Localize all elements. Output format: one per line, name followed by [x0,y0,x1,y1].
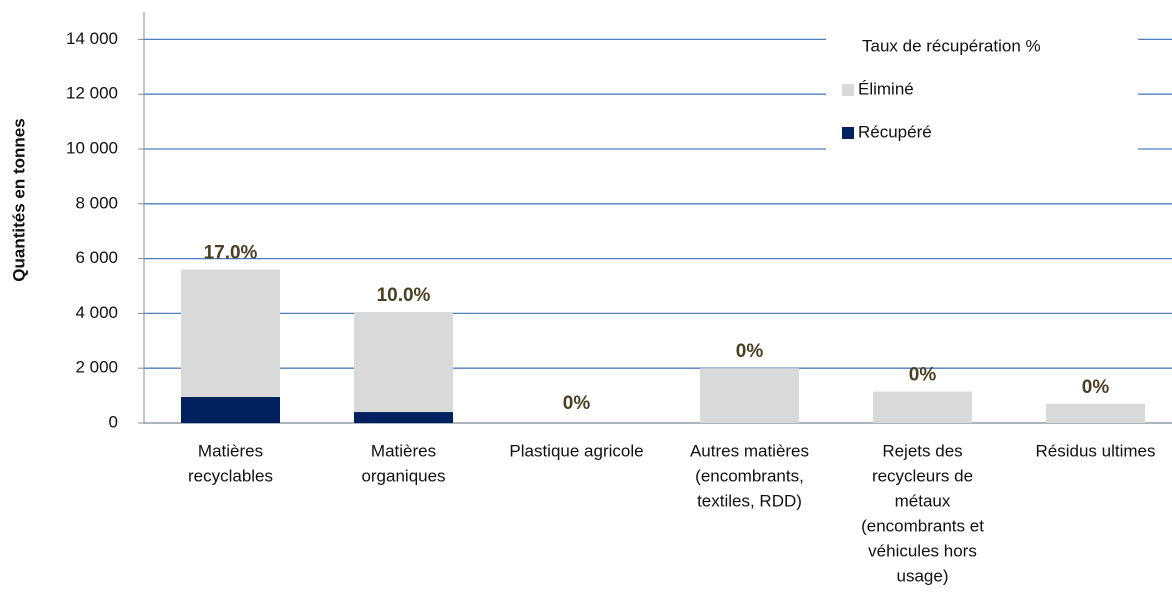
x-tick-label: Autres matières [690,441,809,460]
bar [181,269,280,397]
y-axis-title: Quantités en tonnes [9,118,28,281]
data-label: 0% [563,393,591,414]
x-tick-label: Rejets des [882,441,962,460]
x-tick-label: recyclables [188,466,273,485]
y-tick-label: 0 [109,412,118,431]
y-tick-label: 14 000 [66,29,118,48]
x-tick-label: usage) [897,566,949,585]
x-tick-label: Matières [198,441,263,460]
y-tick-label: 6 000 [75,248,118,267]
x-tick-label: textiles, RDD) [697,491,802,510]
bar [354,412,453,423]
y-tick-label: 8 000 [75,193,118,212]
x-tick-label: Résidus ultimes [1036,441,1156,460]
bar [873,391,972,423]
x-tick-label: recycleurs de [872,466,973,485]
legend-swatch [842,127,854,139]
x-tick-label: (encombrants et [861,516,984,535]
data-label: 10.0% [377,285,431,306]
x-tick-label: véhicules hors [868,541,977,560]
y-tick-label: 12 000 [66,84,118,103]
data-label: 0% [1082,377,1110,398]
x-tick-label: Matières [371,441,436,460]
y-tick-label: 2 000 [75,358,118,377]
data-label: 0% [736,341,764,362]
legend-label: Récupéré [858,122,932,141]
x-tick-label: métaux [895,491,951,510]
data-label: 17.0% [204,243,258,264]
legend-background [826,16,1138,196]
legend-swatch [842,84,854,96]
data-label: 0% [909,365,937,386]
x-tick-label: (encombrants, [695,466,804,485]
legend-label: Éliminé [858,79,914,98]
bar [1046,403,1145,423]
legend-label: Taux de récupération % [862,36,1041,55]
x-tick-label: Plastique agricole [509,441,643,460]
bar [354,312,453,413]
y-tick-label: 4 000 [75,303,118,322]
x-tick-label: organiques [361,466,445,485]
bar [181,396,280,423]
bar [700,368,799,423]
y-tick-label: 10 000 [66,138,118,157]
